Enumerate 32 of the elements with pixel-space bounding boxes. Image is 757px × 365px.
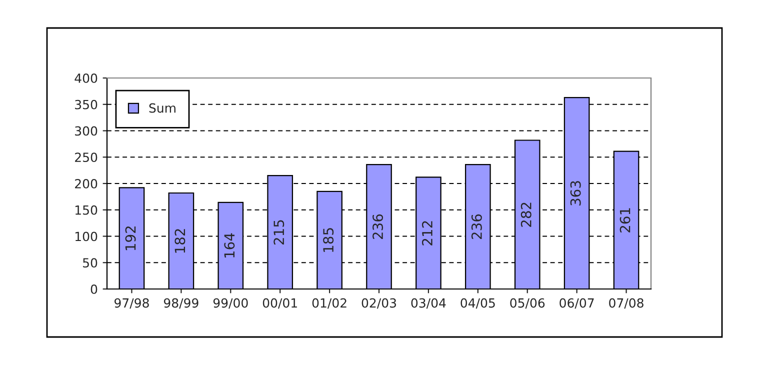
data-label: 164 — [224, 233, 235, 258]
data-label: 182 — [174, 229, 186, 253]
y-tick-label: 200 — [75, 178, 98, 188]
data-label: 212 — [422, 221, 432, 246]
x-tick-label: 98/99 — [164, 298, 198, 309]
x-tick-label: 99/00 — [213, 298, 248, 309]
x-tick-label: 03/04 — [411, 298, 446, 309]
data-label: 282 — [520, 202, 532, 227]
x-tick-label: 04/05 — [460, 298, 495, 309]
data-label: 236 — [372, 214, 384, 239]
y-tick-label: 350 — [75, 100, 98, 110]
x-tick-label: 07/08 — [609, 298, 644, 309]
data-label: 363 — [570, 181, 581, 206]
y-tick-label: 400 — [74, 73, 98, 83]
data-label: 192 — [125, 226, 136, 250]
x-tick-label: 00/01 — [262, 298, 297, 309]
x-tick-label: 01/02 — [312, 298, 346, 309]
legend-label: Sum — [149, 103, 176, 113]
x-tick-label: 02/03 — [362, 298, 396, 309]
x-tick-label: 05/06 — [510, 298, 545, 309]
data-label: 261 — [620, 208, 630, 232]
data-label: 215 — [274, 220, 284, 245]
y-tick-label: 250 — [75, 152, 98, 162]
x-tick-label: 97/98 — [114, 298, 149, 309]
data-label: 236 — [471, 214, 482, 239]
y-tick-label: 150 — [75, 205, 98, 215]
y-tick-label: 0 — [90, 284, 98, 294]
y-tick-label: 50 — [83, 258, 98, 268]
y-tick-label: 300 — [75, 126, 98, 136]
data-label: 185 — [323, 228, 334, 252]
x-tick-label: 06/07 — [560, 298, 594, 309]
y-tick-label: 100 — [75, 232, 98, 242]
